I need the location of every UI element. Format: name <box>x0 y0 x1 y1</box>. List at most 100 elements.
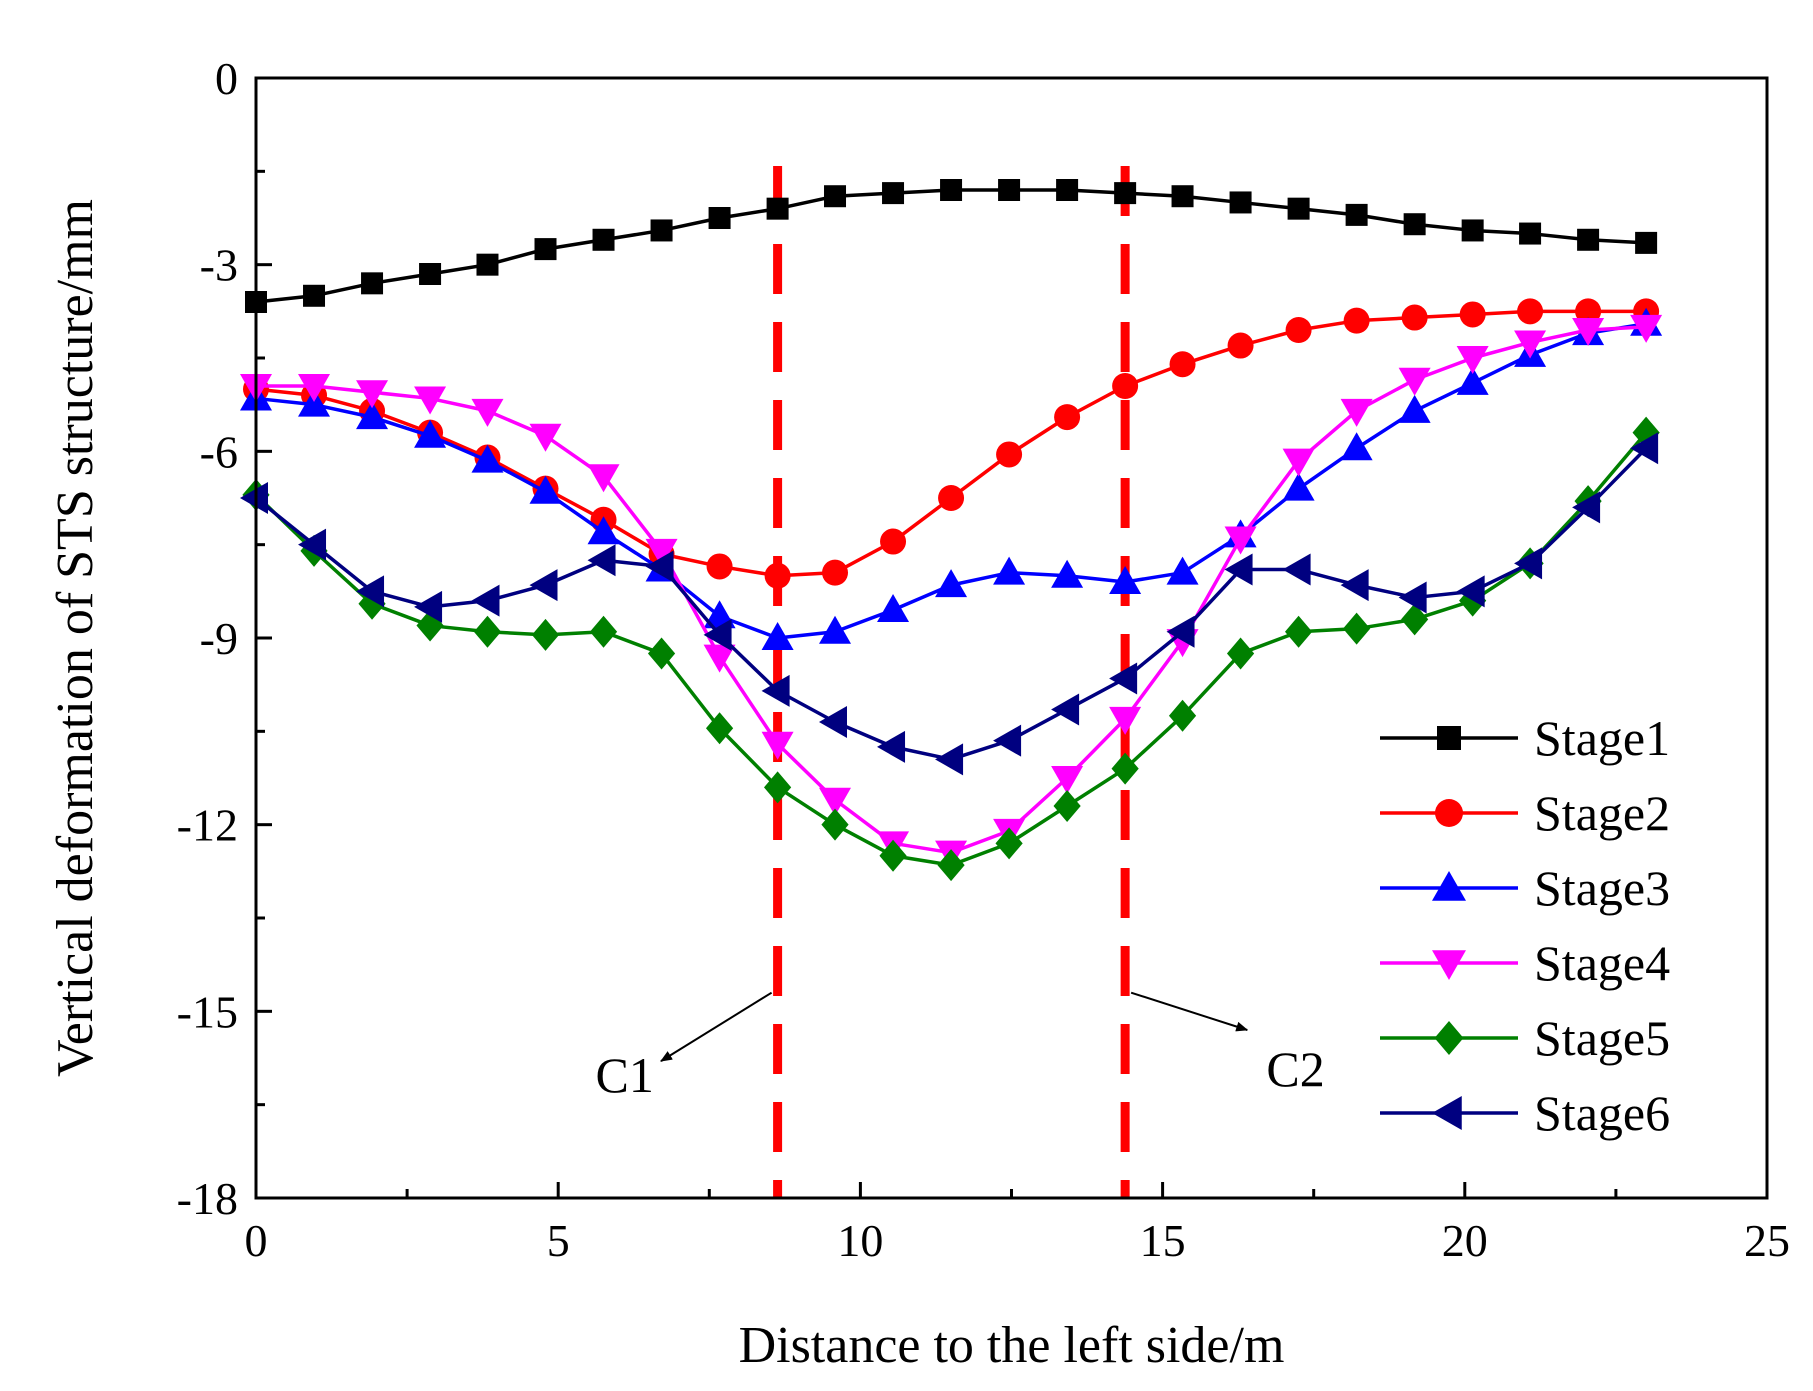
data-point-stage5 <box>821 808 849 841</box>
data-point-stage5 <box>1168 699 1197 732</box>
data-point-stage5 <box>473 615 502 648</box>
reference-lines <box>773 166 1130 1198</box>
data-point-stage1 <box>998 179 1021 201</box>
y-tick-label: 0 <box>215 53 238 104</box>
data-point-stage2 <box>822 559 849 586</box>
data-point-stage4 <box>1572 318 1605 346</box>
data-point-stage5 <box>879 839 907 872</box>
data-point-stage5 <box>1401 603 1429 636</box>
data-point-stage5 <box>1111 752 1139 785</box>
series-stage6 <box>240 432 1659 776</box>
data-point-stage2 <box>996 441 1023 468</box>
data-point-stage4 <box>1051 766 1084 794</box>
data-point-stage5 <box>705 712 734 745</box>
data-point-stage3 <box>529 475 562 504</box>
legend-label-stage4: Stage4 <box>1534 935 1670 991</box>
data-point-stage6 <box>935 743 964 776</box>
data-point-stage6 <box>1398 581 1427 614</box>
data-point-stage6 <box>1514 547 1543 580</box>
data-point-stage5 <box>1226 637 1255 670</box>
data-point-stage1 <box>361 272 384 295</box>
data-point-stage2 <box>1112 373 1139 399</box>
data-point-stage4 <box>471 398 504 427</box>
data-point-stage6 <box>414 590 443 623</box>
data-point-stage5 <box>647 637 676 670</box>
data-point-stage3 <box>1398 394 1431 423</box>
data-point-stage6 <box>761 674 790 707</box>
legend-item-stage3: Stage3 <box>1380 860 1670 916</box>
data-point-stage6 <box>1166 615 1195 648</box>
data-point-stage1 <box>1287 197 1310 220</box>
data-point-stage6 <box>1282 553 1311 586</box>
y-tick-label: -15 <box>177 986 238 1037</box>
series-stage2 <box>243 298 1660 589</box>
series-line-stage1 <box>255 188 1647 304</box>
data-point-stage2 <box>1169 351 1196 378</box>
x-tick-label: 20 <box>1442 1215 1488 1266</box>
data-point-stage3 <box>819 615 852 644</box>
data-point-stage6 <box>529 569 558 602</box>
data-point-stage6 <box>645 550 674 583</box>
legend-item-stage1: Stage1 <box>1380 710 1670 766</box>
annotations: C1 C2 <box>596 991 1325 1103</box>
data-point-stage2 <box>764 562 791 589</box>
data-point-stage4 <box>1630 314 1663 343</box>
data-point-stage6 <box>298 528 327 561</box>
data-point-stage1 <box>1403 213 1426 236</box>
data-point-stage3 <box>1109 566 1142 594</box>
data-point-stage5 <box>937 849 965 882</box>
data-point-stage3 <box>1282 472 1315 501</box>
data-point-stage4 <box>587 464 620 493</box>
data-point-stage2 <box>706 553 733 580</box>
data-point-stage5 <box>589 615 618 648</box>
data-point-stage3 <box>1456 366 1489 395</box>
data-point-stage2 <box>1401 304 1428 331</box>
data-point-stage4 <box>1340 398 1373 427</box>
data-point-stage1 <box>940 179 963 201</box>
annotation-arrow-c1 <box>660 991 773 1062</box>
data-point-stage4 <box>529 423 562 452</box>
y-tick-label: -3 <box>200 240 238 291</box>
x-axis-ticks: 0 5 10 15 20 25 <box>245 1182 1790 1266</box>
data-point-stage2 <box>1054 404 1081 431</box>
data-point-stage1 <box>476 253 499 276</box>
data-point-stage1 <box>303 284 326 307</box>
data-point-stage5 <box>531 618 560 651</box>
data-point-stage6 <box>1224 553 1253 586</box>
legend-label-stage2: Stage2 <box>1534 785 1670 841</box>
data-point-stage4 <box>1456 346 1489 374</box>
data-point-stage2 <box>938 485 965 511</box>
data-point-stage1 <box>1461 219 1484 242</box>
data-point-stage1 <box>650 219 673 242</box>
data-point-stage1 <box>1229 191 1252 214</box>
data-point-stage1 <box>1577 228 1600 251</box>
y-tick-label: -6 <box>200 426 238 477</box>
legend-marker-stage2 <box>1435 799 1463 827</box>
data-point-stage3 <box>356 401 389 430</box>
data-point-stage5 <box>1343 612 1371 645</box>
data-point-stage4 <box>1224 526 1257 555</box>
data-point-stage4 <box>414 386 447 415</box>
data-point-stage3 <box>1051 559 1084 588</box>
data-point-stage6 <box>587 544 616 577</box>
data-point-stage1 <box>419 263 442 285</box>
legend-label-stage6: Stage6 <box>1534 1085 1670 1141</box>
data-point-stage3 <box>587 516 620 545</box>
data-point-stage6 <box>1456 575 1485 608</box>
data-point-stage2 <box>1285 317 1312 343</box>
data-point-stage4 <box>703 644 736 673</box>
data-point-stage1 <box>1519 222 1542 245</box>
data-point-stage4 <box>761 731 794 760</box>
data-point-stage4 <box>1514 330 1547 359</box>
data-point-stage5 <box>995 827 1023 860</box>
annotation-arrow-c2 <box>1130 991 1249 1032</box>
x-tick-label: 10 <box>837 1215 883 1266</box>
data-point-stage1 <box>534 238 557 261</box>
y-tick-label: -9 <box>200 613 238 664</box>
series-stage5 <box>242 416 1660 882</box>
data-point-stage3 <box>993 556 1026 585</box>
x-axis-title: Distance to the left side/m <box>739 1317 1285 1374</box>
data-point-stage4 <box>1398 367 1431 396</box>
data-point-stage3 <box>877 594 910 622</box>
data-point-stage3 <box>471 444 504 473</box>
